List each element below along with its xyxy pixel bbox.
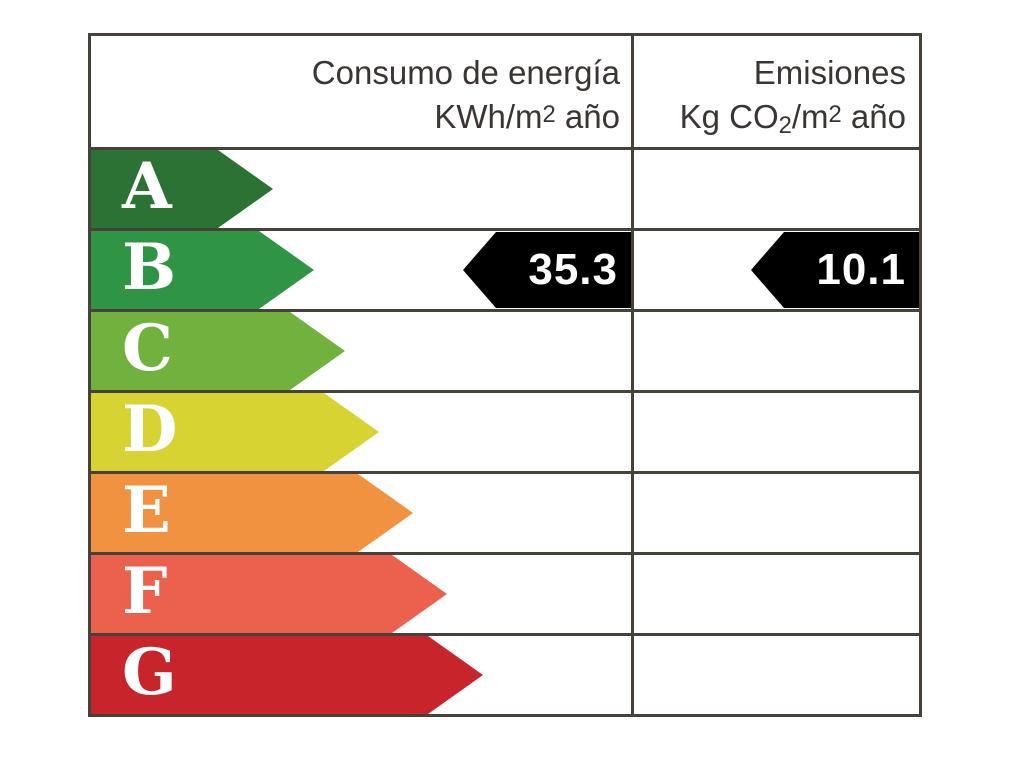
rating-arrow-c: C bbox=[91, 312, 345, 390]
emissions-cell-e bbox=[631, 474, 919, 552]
rating-row-c: C bbox=[91, 309, 919, 390]
consumption-cell-b: B 35.3 bbox=[91, 231, 631, 309]
consumption-cell-e: E bbox=[91, 474, 631, 552]
emissions-value-arrow: 10.1 bbox=[751, 232, 919, 308]
rating-row-b: B 35.3 10.1 bbox=[91, 228, 919, 309]
emissions-cell-f bbox=[631, 555, 919, 633]
header-consumption: Consumo de energía KWh/m2 año bbox=[91, 36, 631, 147]
consumption-cell-a: A bbox=[91, 150, 631, 228]
rating-arrow-f: F bbox=[91, 555, 447, 633]
rating-letter-e: E bbox=[122, 473, 171, 548]
emissions-value: 10.1 bbox=[816, 245, 906, 294]
consumption-cell-c: C bbox=[91, 312, 631, 390]
header-emissions: Emisiones Kg CO2/m2 año bbox=[631, 36, 919, 147]
rating-letter-a: A bbox=[122, 149, 172, 224]
rating-arrow-g: G bbox=[91, 636, 483, 714]
header-consumption-title: Consumo de energía bbox=[311, 54, 620, 91]
rating-arrow-d: D bbox=[91, 393, 379, 471]
header-emissions-unit: Kg CO2/m2 año bbox=[679, 97, 906, 140]
emissions-cell-g bbox=[631, 636, 919, 714]
table-header: Consumo de energía KWh/m2 año Emisiones … bbox=[91, 36, 919, 147]
header-consumption-unit: KWh/m2 año bbox=[434, 97, 620, 135]
rating-arrow-b: B bbox=[91, 231, 314, 309]
rating-row-d: D bbox=[91, 390, 919, 471]
header-emissions-title: Emisiones bbox=[753, 54, 906, 91]
rating-letter-c: C bbox=[122, 311, 173, 386]
consumption-cell-d: D bbox=[91, 393, 631, 471]
rating-arrow-a: A bbox=[91, 150, 273, 228]
subscript-2: 2 bbox=[778, 112, 792, 140]
consumption-cell-f: F bbox=[91, 555, 631, 633]
consumption-cell-g: G bbox=[91, 636, 631, 714]
consumption-value-arrow: 35.3 bbox=[463, 232, 631, 308]
rating-letter-f: F bbox=[122, 554, 168, 629]
superscript-2: 2 bbox=[828, 101, 842, 129]
emissions-cell-c bbox=[631, 312, 919, 390]
rating-letter-g: G bbox=[122, 635, 177, 710]
emissions-cell-b: 10.1 bbox=[631, 231, 919, 309]
rating-letter-b: B bbox=[122, 230, 177, 305]
rating-arrow-e: E bbox=[91, 474, 413, 552]
rating-row-e: E bbox=[91, 471, 919, 552]
consumption-value: 35.3 bbox=[528, 245, 618, 294]
emissions-cell-a bbox=[631, 150, 919, 228]
emissions-cell-d bbox=[631, 393, 919, 471]
rating-row-g: G bbox=[91, 633, 919, 714]
superscript-2: 2 bbox=[542, 101, 556, 129]
rating-table: Consumo de energía KWh/m2 año Emisiones … bbox=[88, 33, 922, 717]
rating-row-a: A bbox=[91, 147, 919, 228]
rating-row-f: F bbox=[91, 552, 919, 633]
rating-letter-d: D bbox=[122, 392, 178, 467]
